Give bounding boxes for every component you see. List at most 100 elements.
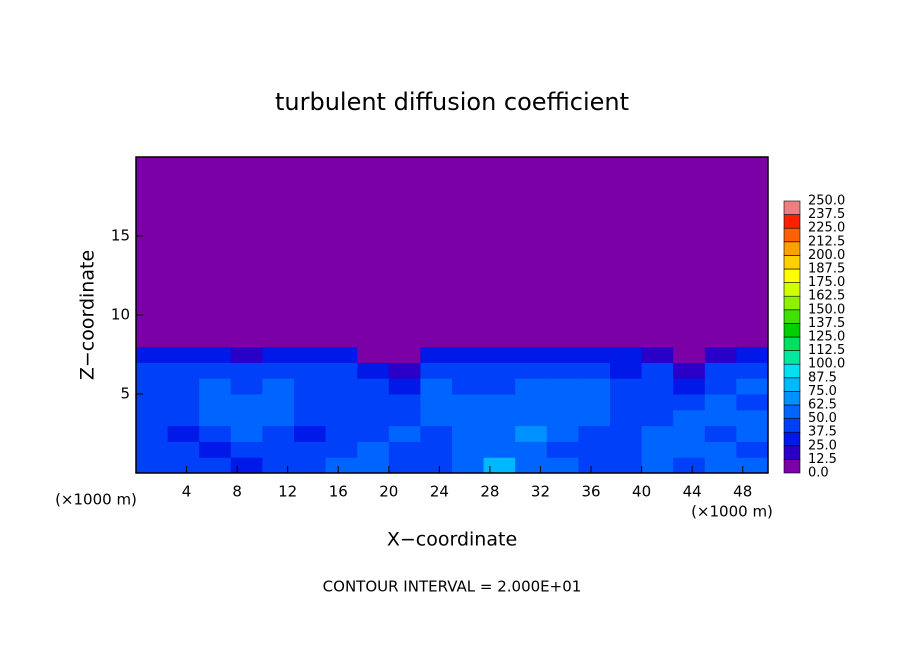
- cell: [704, 441, 737, 458]
- cell: [483, 425, 516, 442]
- cell: [357, 378, 390, 395]
- colorbar-label: 175.0: [808, 275, 845, 290]
- cell: [610, 394, 643, 411]
- cell: [294, 441, 327, 458]
- x-tick-label: 8: [232, 483, 242, 501]
- cell: [199, 409, 232, 427]
- colorbar-swatch: [783, 445, 801, 460]
- cell: [325, 425, 358, 442]
- cell: [641, 362, 674, 379]
- colorbar-swatch: [783, 323, 801, 338]
- colorbar-label: 162.5: [808, 289, 845, 304]
- cell: [515, 157, 548, 348]
- cell: [736, 394, 769, 411]
- cell: [483, 457, 516, 474]
- cell: [420, 378, 453, 395]
- cell: [420, 346, 453, 363]
- cell: [136, 441, 169, 458]
- cell: [546, 378, 579, 395]
- cell: [673, 157, 706, 348]
- cell: [452, 425, 485, 442]
- cell: [294, 425, 327, 442]
- cell: [452, 457, 485, 474]
- cell: [578, 346, 611, 363]
- cell: [736, 157, 769, 348]
- cell: [357, 157, 390, 348]
- cell: [388, 441, 421, 458]
- cell: [578, 394, 611, 411]
- colorbar-swatch: [783, 404, 801, 419]
- cell: [515, 346, 548, 363]
- colorbar-swatch: [783, 309, 801, 324]
- colorbar-label: 150.0: [808, 302, 845, 317]
- cell: [357, 409, 390, 427]
- cell: [578, 157, 611, 348]
- cell: [610, 409, 643, 427]
- cell: [294, 346, 327, 363]
- colorbar-label: 112.5: [808, 343, 845, 358]
- cell: [736, 409, 769, 427]
- y-tick-label: 5: [120, 385, 130, 403]
- cell: [736, 378, 769, 395]
- cell: [578, 457, 611, 474]
- cell: [230, 157, 263, 348]
- cell: [483, 346, 516, 363]
- cell: [420, 457, 453, 474]
- cell: [167, 409, 200, 427]
- colorbar-swatch: [783, 418, 801, 433]
- cell: [610, 457, 643, 474]
- cell: [704, 394, 737, 411]
- x-axis-label: X−coordinate: [387, 529, 517, 551]
- colorbar-swatch: [783, 336, 801, 351]
- cell: [515, 378, 548, 395]
- cell: [704, 457, 737, 474]
- colorbar-swatch: [783, 200, 801, 215]
- cell: [641, 457, 674, 474]
- cell: [736, 362, 769, 379]
- colorbar-label: 50.0: [808, 411, 837, 426]
- cell: [641, 425, 674, 442]
- colorbar-label: 25.0: [808, 438, 837, 453]
- cell: [673, 441, 706, 458]
- cell: [420, 425, 453, 442]
- cell: [357, 425, 390, 442]
- cell: [515, 362, 548, 379]
- x-tick-label: 20: [379, 483, 398, 501]
- cell: [136, 362, 169, 379]
- colorbar-label: 187.5: [808, 262, 845, 277]
- cell: [136, 378, 169, 395]
- colorbar-label: 137.5: [808, 316, 845, 331]
- footer: CONTOUR INTERVAL = 2.000E+01: [323, 578, 582, 596]
- cell: [262, 441, 295, 458]
- colorbar-label: 125.0: [808, 330, 845, 345]
- colorbar-label: 100.0: [808, 357, 845, 372]
- cell: [578, 425, 611, 442]
- cell: [230, 457, 263, 474]
- cell: [546, 441, 579, 458]
- cell: [199, 441, 232, 458]
- x-tick-label: 44: [683, 483, 702, 501]
- y-tick-label: 10: [111, 306, 130, 324]
- y-tick-label: 15: [111, 227, 130, 245]
- cell: [199, 378, 232, 395]
- cell: [167, 362, 200, 379]
- colorbar-swatch: [783, 214, 801, 229]
- cell: [673, 394, 706, 411]
- cell: [610, 425, 643, 442]
- cell: [515, 409, 548, 427]
- cell: [515, 425, 548, 442]
- cell: [136, 157, 169, 348]
- cell: [452, 394, 485, 411]
- colorbar-swatch: [783, 268, 801, 283]
- colorbar-swatch: [783, 255, 801, 270]
- cell: [262, 425, 295, 442]
- cell: [483, 441, 516, 458]
- cell: [357, 362, 390, 379]
- colorbar-label: 0.0: [808, 466, 829, 481]
- cell: [388, 409, 421, 427]
- x-tick-label: 32: [531, 483, 550, 501]
- cell: [357, 441, 390, 458]
- colorbar-swatch: [783, 295, 801, 311]
- cell: [420, 441, 453, 458]
